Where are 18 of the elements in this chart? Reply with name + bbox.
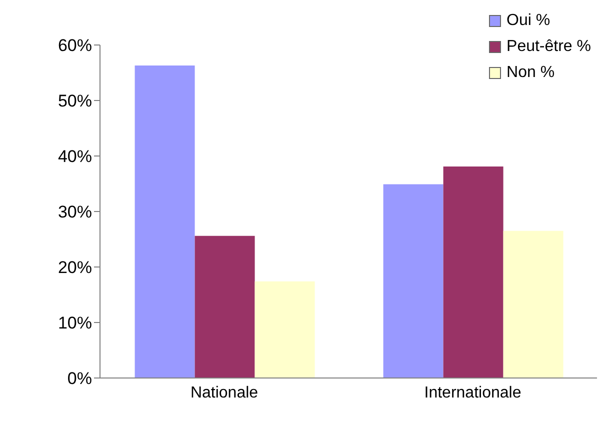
y-tick-label: 0%: [67, 369, 92, 388]
y-tick-label: 20%: [58, 258, 92, 278]
bar: [503, 230, 564, 378]
y-tick-label: 60%: [58, 36, 92, 56]
x-tick-label: Nationale: [190, 384, 258, 402]
y-tick-label: 10%: [58, 314, 92, 333]
y-tick-label: 40%: [58, 147, 92, 166]
legend-label: Peut-être %: [506, 37, 591, 57]
legend-label: Non %: [506, 63, 555, 83]
bar: [383, 184, 444, 378]
bar: [443, 166, 504, 378]
bar: [254, 281, 315, 378]
legend-label: Oui %: [506, 11, 550, 31]
bar: [194, 236, 255, 378]
bar: [134, 66, 195, 378]
y-tick-label: 50%: [58, 92, 92, 111]
y-tick-label: 30%: [58, 202, 92, 222]
x-tick-label: Internationale: [424, 384, 522, 402]
